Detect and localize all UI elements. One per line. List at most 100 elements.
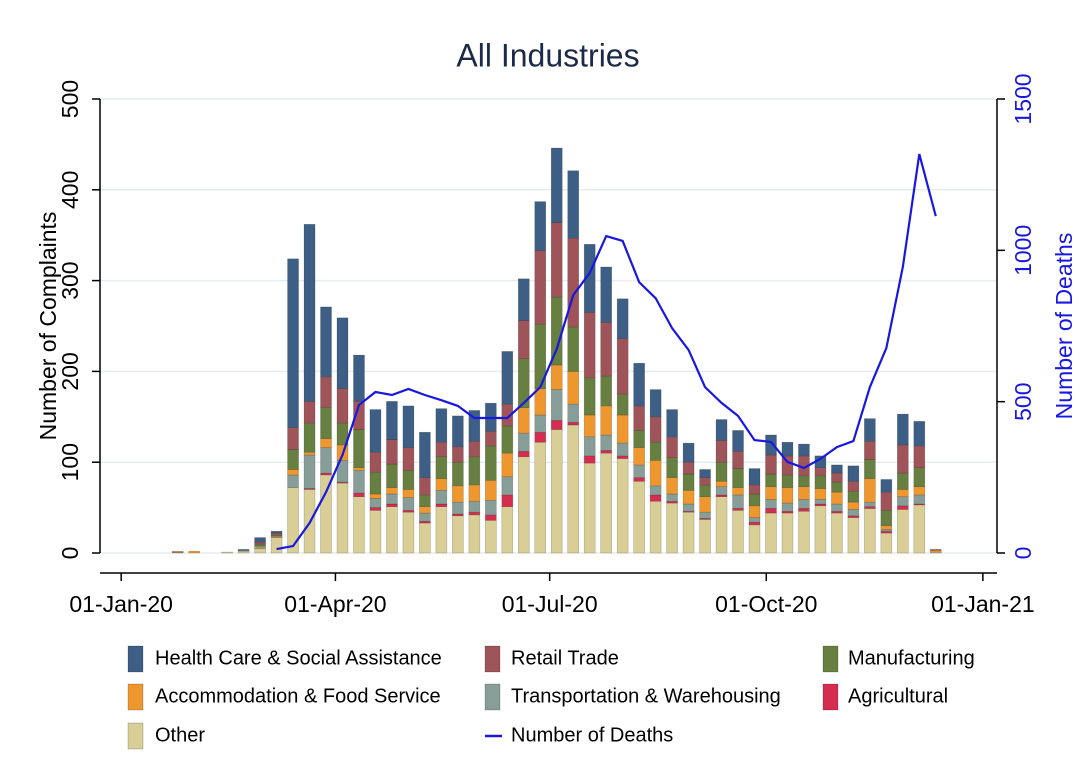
bar-segment	[748, 521, 761, 526]
bar-segment	[353, 492, 365, 498]
bar-segment	[452, 501, 464, 515]
y2-tick-label: 1000	[1010, 225, 1036, 276]
bar-segment	[501, 506, 514, 554]
bar-segment	[254, 537, 266, 543]
bar-segment	[633, 430, 645, 448]
bar-segment	[633, 480, 645, 554]
bar-segment	[765, 512, 777, 554]
bar-segment	[336, 482, 349, 554]
bar-segment	[254, 548, 266, 554]
bar-segment	[765, 508, 777, 514]
bar-segment	[666, 502, 678, 554]
legend-label: Accommodation & Food Service	[155, 685, 441, 707]
bar-segment	[880, 491, 893, 511]
bar-segment	[353, 467, 365, 471]
bar-segment	[468, 410, 481, 442]
bar-segment	[682, 503, 695, 512]
bar-segment	[666, 409, 678, 438]
bar-segment	[270, 534, 283, 537]
y-tick-label: 200	[57, 352, 83, 390]
bar-segment	[550, 296, 563, 366]
bar-segment	[600, 450, 612, 454]
x-tick-label: 01-Jul-20	[502, 591, 598, 617]
bar-segment	[765, 473, 777, 488]
bar-segment	[501, 425, 514, 454]
bar-segment	[699, 511, 711, 519]
bar-segment	[616, 442, 629, 457]
x-tick-label: 01-Jan-21	[931, 591, 1035, 617]
bar-segment	[534, 201, 547, 251]
bar-segment	[369, 493, 382, 499]
bar-segment	[501, 494, 514, 507]
x-tick-label: 01-Apr-20	[284, 591, 386, 617]
bar-segment	[320, 407, 332, 439]
bar-segment	[616, 393, 629, 416]
bar-segment	[303, 401, 316, 424]
bar-segment	[649, 485, 662, 496]
bar-segment	[287, 469, 299, 476]
bar-segment	[864, 459, 876, 479]
bar-segment	[468, 514, 481, 554]
y-tick-label: 100	[57, 443, 83, 481]
bar-segment	[517, 456, 530, 554]
bar-segment	[435, 456, 448, 479]
bar-segment	[353, 429, 365, 468]
bar-segment	[732, 510, 744, 554]
bar-segment	[864, 441, 876, 460]
bar-segment	[897, 413, 909, 446]
bar-segment	[237, 549, 250, 551]
bar-segment	[171, 550, 184, 553]
bar-segment	[600, 322, 612, 377]
legend-swatch	[127, 722, 144, 750]
x-tick-label: 01-Jan-20	[69, 591, 173, 617]
bar-segment	[287, 427, 299, 450]
bar-segment	[550, 222, 563, 298]
bar-segment	[501, 476, 514, 496]
bar-segment	[468, 500, 481, 513]
bar-segment	[435, 503, 448, 507]
bar-segment	[682, 442, 695, 463]
bar-segment	[353, 470, 365, 494]
bar-segment	[682, 473, 695, 491]
bar-segment	[468, 484, 481, 502]
bar-segment	[666, 477, 678, 495]
y2-tick-label: 500	[1010, 382, 1036, 420]
bar-segment	[452, 415, 464, 448]
bar-segment	[452, 485, 464, 503]
bar-segment	[831, 512, 843, 554]
legend-label: Transportation & Warehousing	[511, 685, 781, 707]
bar-segment	[897, 509, 909, 554]
bar-segment	[435, 408, 448, 443]
bar-segment	[765, 486, 777, 500]
bar-segment	[501, 452, 514, 478]
bar-segment	[781, 502, 794, 512]
bar-segment	[402, 470, 415, 490]
bar-segment	[715, 496, 728, 554]
bar-segment	[534, 250, 547, 325]
bar-segment	[649, 389, 662, 418]
bar-segment	[583, 243, 596, 313]
bar-segment	[913, 467, 926, 488]
bar-segment	[699, 477, 711, 486]
bar-segment	[633, 447, 645, 466]
bar-segment	[897, 489, 909, 498]
bar-segment	[748, 484, 761, 495]
bar-segment	[336, 317, 349, 389]
bar-segment	[913, 494, 926, 505]
bar-segment	[616, 455, 629, 459]
bar-segment	[386, 503, 398, 507]
bar-segment	[798, 499, 810, 509]
bar-segment	[600, 434, 612, 451]
bar-segment	[732, 494, 744, 509]
bar-segment	[419, 512, 431, 522]
bar-segment	[452, 446, 464, 463]
bar-segment	[567, 371, 580, 405]
bar-segment	[831, 491, 843, 505]
bar-segment	[485, 445, 497, 481]
legend-label: Number of Deaths	[511, 724, 673, 746]
bar-segment	[485, 514, 497, 521]
bar-segment	[517, 407, 530, 434]
bar-segment	[847, 501, 860, 510]
bar-segment	[633, 477, 645, 482]
bar-segment	[649, 441, 662, 461]
